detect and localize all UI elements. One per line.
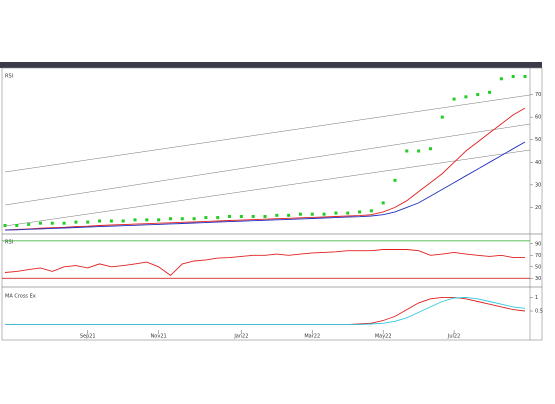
- candle: [405, 149, 409, 153]
- candle: [50, 221, 54, 225]
- candle: [145, 218, 149, 222]
- candle: [452, 97, 456, 101]
- y-tick-label: 50: [535, 264, 541, 270]
- candle: [168, 217, 172, 221]
- candle: [275, 213, 279, 217]
- candle: [228, 214, 232, 218]
- candle: [346, 211, 350, 215]
- candle: [358, 210, 362, 214]
- candle: [298, 212, 302, 216]
- candle: [440, 115, 444, 119]
- candle: [251, 214, 255, 218]
- candle: [38, 221, 42, 225]
- x-tick-label: Nov21: [151, 334, 167, 340]
- candle: [109, 219, 113, 223]
- y-tick-label: 60: [535, 115, 541, 121]
- candle: [511, 75, 515, 79]
- channel-line: [4, 123, 531, 206]
- y-tick-label: 1: [535, 295, 538, 301]
- candle: [369, 209, 373, 213]
- x-tick-label: Jul22: [447, 334, 460, 340]
- candle: [157, 218, 161, 222]
- candle: [428, 147, 432, 151]
- candle: [464, 95, 468, 99]
- y-tick-label: 30: [535, 276, 541, 282]
- panel-title: MA Cross Ex: [5, 294, 36, 300]
- x-tick-label: May22: [375, 334, 392, 340]
- candle: [310, 212, 314, 216]
- x-tick-label: Sep21: [80, 334, 96, 340]
- candle: [27, 222, 31, 226]
- candle: [192, 217, 196, 221]
- candle: [322, 212, 326, 216]
- channel-line: [4, 94, 531, 173]
- candle: [204, 216, 208, 220]
- x-tick-label: Jan22: [233, 334, 248, 340]
- candle: [393, 178, 397, 182]
- candle: [263, 214, 267, 218]
- candle: [86, 220, 90, 224]
- series-line: [4, 141, 526, 231]
- y-tick-label: 40: [535, 160, 541, 166]
- candle: [488, 90, 492, 94]
- candle: [287, 213, 291, 217]
- series-line: [4, 107, 526, 231]
- y-tick-label: 70: [535, 92, 541, 98]
- y-tick-label: 70: [535, 253, 541, 259]
- candle: [417, 149, 421, 153]
- candle: [334, 211, 338, 215]
- candle: [98, 219, 102, 223]
- toolbar: [0, 62, 542, 68]
- candle: [381, 201, 385, 205]
- series-line: [5, 296, 526, 326]
- y-tick-label: 20: [535, 205, 541, 211]
- y-tick-label: 0.5: [535, 309, 543, 315]
- y-tick-label: 30: [535, 182, 541, 188]
- x-tick-label: Mar22: [304, 334, 320, 340]
- candle: [216, 216, 220, 220]
- series-line: [4, 249, 525, 276]
- panel-title: RSI: [5, 240, 13, 246]
- candle: [133, 218, 137, 222]
- candle: [74, 220, 78, 224]
- candle: [3, 223, 7, 227]
- candle: [239, 214, 243, 218]
- candle: [180, 217, 184, 221]
- candle: [523, 75, 527, 79]
- y-tick-label: 90: [535, 241, 541, 247]
- candle: [499, 77, 503, 81]
- candle: [62, 221, 66, 225]
- candle: [15, 223, 19, 227]
- y-tick-label: 50: [535, 137, 541, 143]
- channel-line: [4, 149, 531, 227]
- chart-frame: [1, 67, 543, 341]
- panel-title: RSI: [5, 74, 13, 80]
- candle: [476, 93, 480, 97]
- candle: [121, 219, 125, 223]
